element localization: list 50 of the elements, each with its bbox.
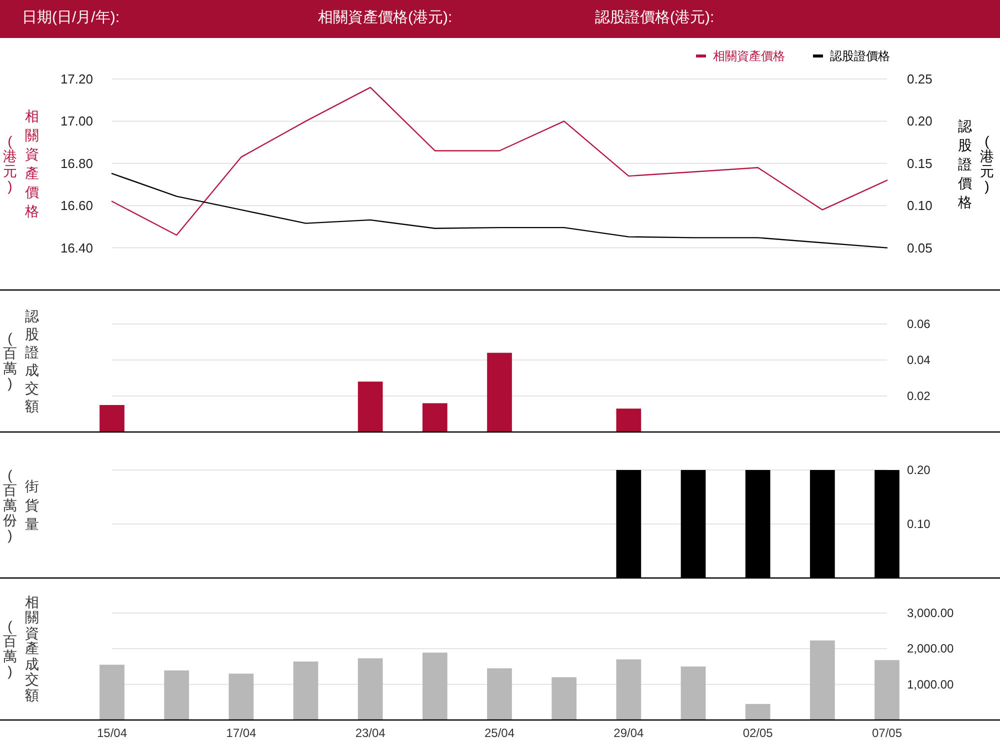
- bar: [422, 652, 448, 720]
- y-tick-label: 0.20: [907, 463, 931, 477]
- y-tick-label: 17.20: [60, 72, 93, 86]
- bar: [358, 382, 383, 432]
- line-series: [111, 172, 888, 248]
- y-tick-label: 2,000.00: [907, 642, 954, 656]
- bar: [228, 674, 254, 720]
- y-tick-label: 16.80: [60, 156, 93, 171]
- bar: [874, 660, 900, 720]
- text: 相關資產價格(港元):: [318, 9, 452, 27]
- bar: [810, 640, 835, 720]
- bar: [293, 662, 318, 720]
- y-tick-label: 0.02: [907, 389, 931, 403]
- y-tick-label: 16.60: [60, 198, 93, 214]
- bar: [487, 352, 512, 432]
- bar: [100, 405, 124, 432]
- x-tick-label: 02/05: [742, 726, 774, 740]
- line-series: [111, 86, 888, 236]
- y-tick-label: 1,000.00: [907, 677, 954, 692]
- bar: [358, 658, 383, 720]
- bar: [616, 408, 642, 432]
- x-tick-label: 17/04: [226, 726, 257, 740]
- bar: [164, 670, 190, 720]
- bar: [745, 704, 770, 720]
- bar: [616, 659, 642, 720]
- y2-tick-label: 0.05: [907, 240, 932, 256]
- y2-tick-label: 0.15: [907, 156, 932, 171]
- bar: [100, 664, 124, 720]
- y-tick-label: 0.04: [907, 353, 931, 367]
- bar: [422, 403, 448, 432]
- y-tick-label: 0.10: [907, 517, 931, 531]
- x-tick-label: 07/05: [872, 726, 902, 740]
- y-tick-label: 3,000.00: [907, 606, 954, 620]
- bar: [680, 666, 706, 720]
- bar: [487, 668, 512, 720]
- legend-label: 認股證價格: [830, 49, 890, 63]
- bar: [552, 677, 577, 720]
- x-tick-label: 15/04: [96, 726, 128, 740]
- text: 相關資產價格(港元): [3, 108, 39, 219]
- y-tick-label: 17.00: [60, 114, 93, 129]
- x-tick-label: 25/04: [484, 726, 515, 740]
- legend-label: 相關資產價格: [713, 49, 785, 63]
- text: 日期(日/月/年):: [22, 9, 120, 27]
- y-tick-label: 0.06: [907, 317, 931, 331]
- y-tick-label: 16.40: [60, 240, 93, 256]
- y2-tick-label: 0.25: [907, 72, 932, 86]
- text: 認股證成交額(百萬): [3, 308, 39, 414]
- x-tick-label: 29/04: [614, 726, 644, 740]
- x-tick-label: 23/04: [355, 726, 386, 740]
- text: 認股證價格(港元):: [595, 9, 714, 27]
